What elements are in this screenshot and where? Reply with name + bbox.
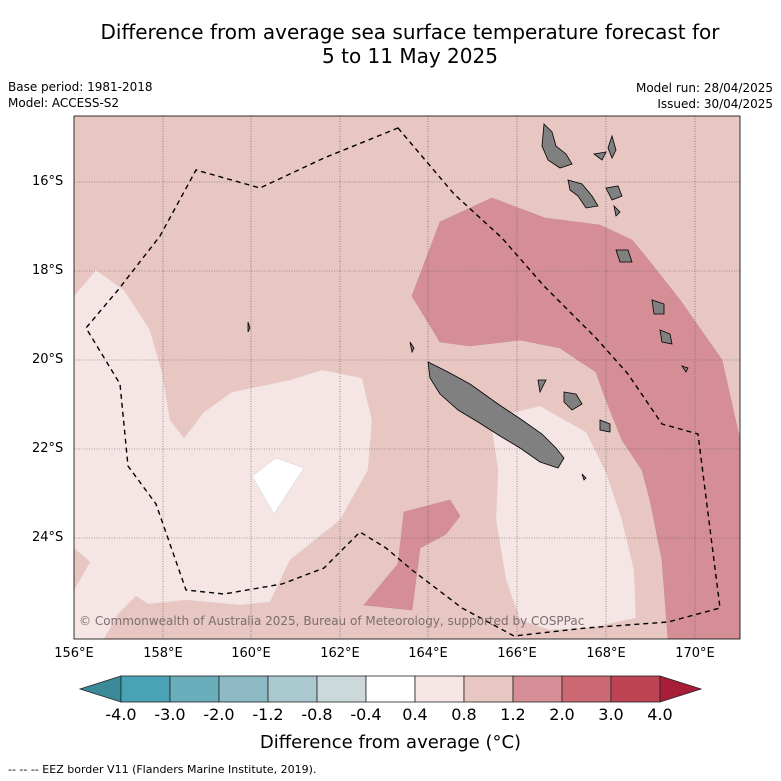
colorbar-tick-label: -3.0	[154, 705, 186, 724]
colorbar	[78, 675, 703, 703]
colorbar-segment	[463, 675, 514, 703]
colorbar-segment	[610, 675, 661, 703]
lon-tick-label: 156°E	[54, 646, 94, 661]
colorbar-tick-label: -0.4	[350, 705, 382, 724]
eez-border	[85, 127, 721, 637]
colorbar-tick-label: -1.2	[252, 705, 284, 724]
vanuatu-espiritu-santo	[541, 123, 573, 169]
map-grid	[74, 116, 740, 639]
colorbar-segment	[120, 675, 171, 703]
colorbar-segment	[365, 675, 416, 703]
anomaly-band-0.4-0.8-west	[74, 269, 373, 639]
colorbar-segment	[267, 675, 318, 703]
lon-tick-label: 160°E	[231, 646, 271, 661]
colorbar-segment	[512, 675, 563, 703]
colorbar-segment	[169, 675, 220, 703]
colorbar-segment	[561, 675, 612, 703]
lon-tick-label: 168°E	[586, 646, 626, 661]
colorbar-segment	[316, 675, 367, 703]
base-period-label: Base period: 1981-2018	[8, 80, 153, 94]
eez-footnote: -- -- -- EEZ border V11 (Flanders Marine…	[8, 763, 317, 776]
anomaly-band-neutral	[251, 457, 305, 515]
chart-title-line2: 5 to 11 May 2025	[322, 44, 498, 68]
lon-tick-label: 164°E	[408, 646, 448, 661]
lat-tick-label: 20°S	[32, 352, 64, 367]
new-caledonia	[427, 361, 565, 469]
lat-tick-label: 16°S	[32, 174, 64, 189]
colorbar-tick-label: 1.2	[500, 705, 526, 724]
colorbar-tick-label: 4.0	[647, 705, 673, 724]
lat-tick-label: 22°S	[32, 441, 64, 456]
colorbar-extend-low	[78, 675, 122, 703]
model-run-label: Model run: 28/04/2025	[635, 81, 773, 95]
model-label: Model: ACCESS-S2	[8, 96, 120, 110]
lon-tick-label: 166°E	[497, 646, 537, 661]
lat-tick-label: 18°S	[32, 263, 64, 278]
lon-tick-label: 162°E	[320, 646, 360, 661]
colorbar-tick-label: 0.4	[402, 705, 428, 724]
colorbar-tick-label: 0.8	[451, 705, 477, 724]
colorbar-title: Difference from average (°C)	[259, 732, 522, 753]
anomaly-band-0.4-0.8-southeast	[489, 405, 637, 631]
chart-title-line1: Difference from average sea surface temp…	[100, 20, 720, 44]
colorbar-tick-label: 3.0	[598, 705, 624, 724]
lon-tick-label: 158°E	[143, 646, 183, 661]
colorbar-tick-label: -2.0	[203, 705, 235, 724]
anomaly-band-1.2-2.0-south	[363, 499, 461, 611]
colorbar-segment	[218, 675, 269, 703]
copyright-notice: © Commonwealth of Australia 2025, Bureau…	[79, 614, 585, 628]
loyalty-islands	[563, 391, 583, 411]
colorbar-segment	[414, 675, 465, 703]
issued-label: Issued: 30/04/2025	[657, 97, 773, 111]
colorbar-tick-label: 2.0	[549, 705, 575, 724]
colorbar-tick-label: -0.8	[301, 705, 333, 724]
land-masses	[247, 123, 689, 481]
lat-tick-label: 24°S	[32, 530, 64, 545]
colorbar-extend-high	[659, 675, 703, 703]
colorbar-tick-label: -4.0	[105, 705, 137, 724]
lon-tick-label: 170°E	[675, 646, 715, 661]
